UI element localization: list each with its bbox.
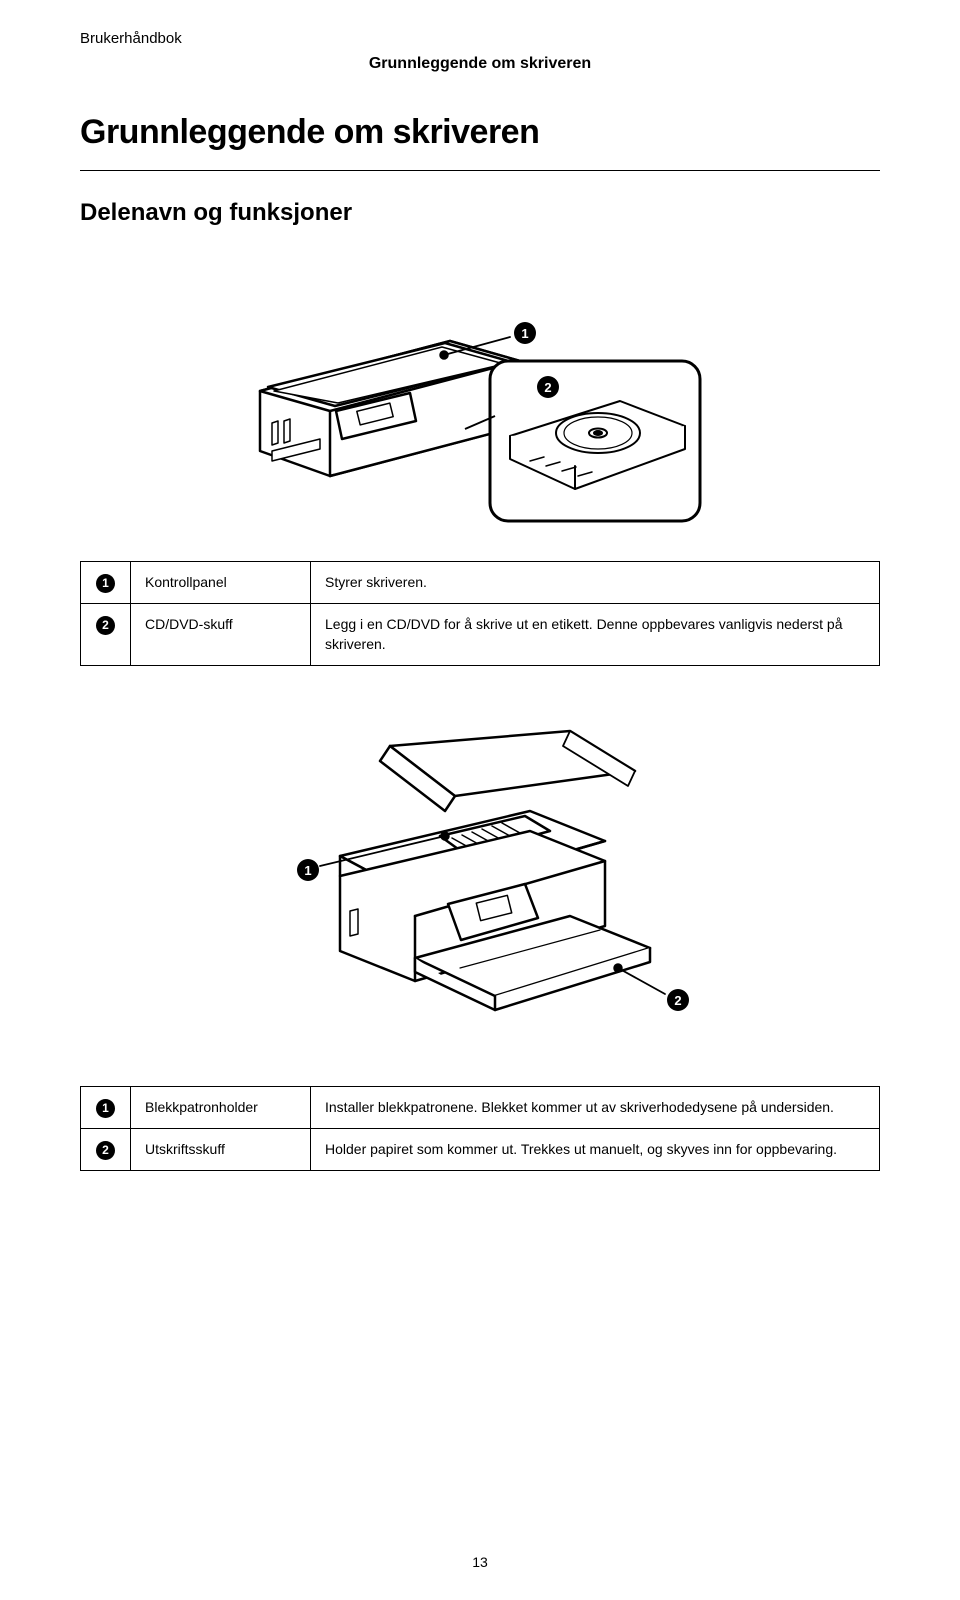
part-number-cell: 2	[81, 1128, 131, 1170]
part-desc-cell: Legg i en CD/DVD for å skrive ut en etik…	[311, 604, 880, 666]
parts-table-2: 1 Blekkpatronholder Installer blekkpatro…	[80, 1086, 880, 1171]
page-title: Grunnleggende om skriveren	[80, 113, 880, 152]
parts-table-1: 1 Kontrollpanel Styrer skriveren. 2 CD/D…	[80, 561, 880, 666]
svg-text:2: 2	[544, 380, 551, 395]
section-header: Grunnleggende om skriveren	[80, 55, 880, 73]
svg-text:1: 1	[521, 326, 528, 341]
printer-open-illustration: 1 2	[220, 716, 740, 1056]
part-number-cell: 2	[81, 604, 131, 666]
part-desc-cell: Styrer skriveren.	[311, 562, 880, 604]
page-number: 13	[0, 1554, 960, 1570]
part-number-cell: 1	[81, 562, 131, 604]
part-name-cell: CD/DVD-skuff	[131, 604, 311, 666]
table-row: 2 CD/DVD-skuff Legg i en CD/DVD for å sk…	[81, 604, 880, 666]
svg-text:2: 2	[674, 993, 681, 1008]
figure-printer-closed: 1	[80, 251, 880, 531]
svg-text:1: 1	[304, 863, 311, 878]
part-name-cell: Utskriftsskuff	[131, 1128, 311, 1170]
part-name-cell: Blekkpatronholder	[131, 1086, 311, 1128]
table-row: 1 Kontrollpanel Styrer skriveren.	[81, 562, 880, 604]
document-title: Brukerhåndbok	[80, 30, 880, 47]
part-name-cell: Kontrollpanel	[131, 562, 311, 604]
number-badge: 2	[96, 616, 115, 635]
printer-closed-illustration: 1	[220, 251, 740, 531]
subsection-title: Delenavn og funksjoner	[80, 199, 880, 227]
table-row: 2 Utskriftsskuff Holder papiret som komm…	[81, 1128, 880, 1170]
part-desc-cell: Holder papiret som kommer ut. Trekkes ut…	[311, 1128, 880, 1170]
number-badge: 2	[96, 1141, 115, 1160]
page-container: Brukerhåndbok Grunnleggende om skriveren…	[0, 0, 960, 1600]
part-number-cell: 1	[81, 1086, 131, 1128]
part-desc-cell: Installer blekkpatronene. Blekket kommer…	[311, 1086, 880, 1128]
number-badge: 1	[96, 1099, 115, 1118]
number-badge: 1	[96, 574, 115, 593]
figure-printer-open: 1 2	[80, 716, 880, 1056]
title-rule	[80, 170, 880, 171]
table-row: 1 Blekkpatronholder Installer blekkpatro…	[81, 1086, 880, 1128]
